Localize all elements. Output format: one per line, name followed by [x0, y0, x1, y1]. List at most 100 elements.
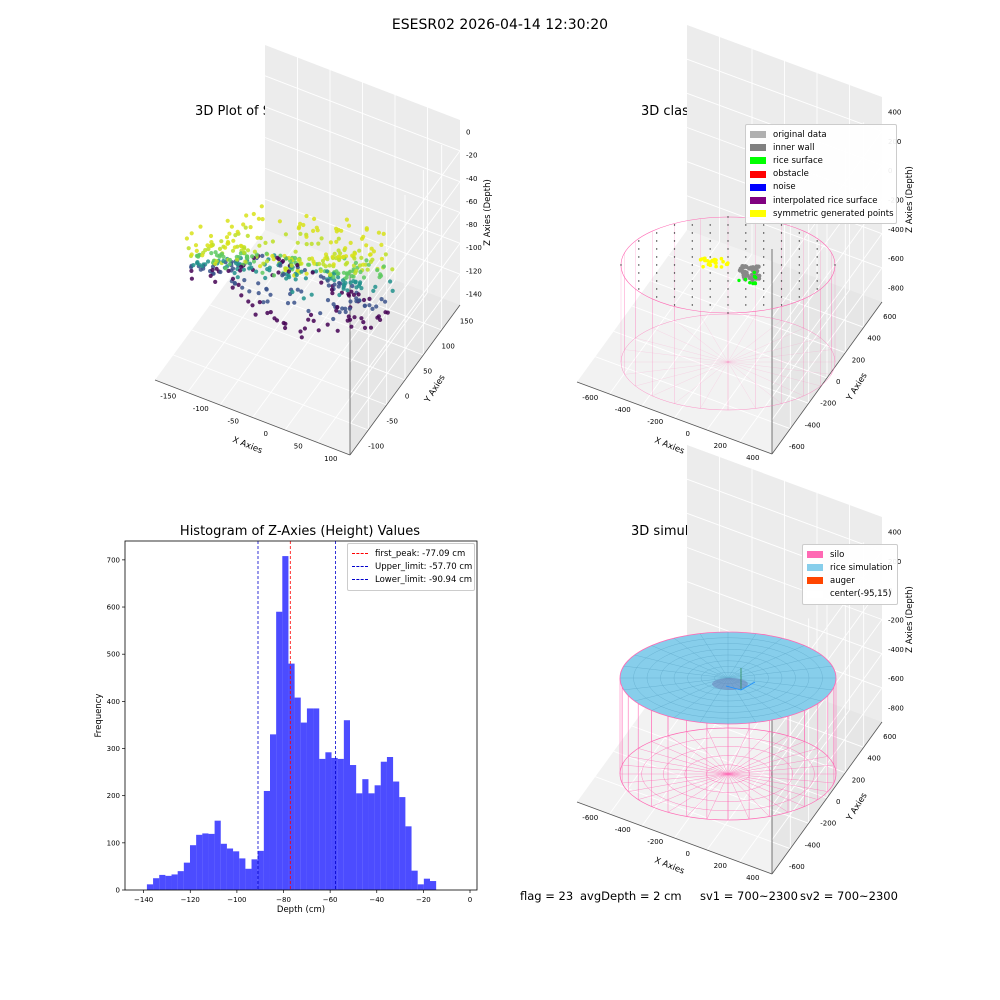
grid-point: [709, 248, 711, 250]
histogram-bar: [374, 785, 381, 890]
rice-mesh-spoke: [727, 665, 833, 679]
grid-point: [745, 296, 747, 298]
silo-floor-spoke: [727, 773, 750, 820]
y-tick-label: -100: [368, 443, 384, 451]
symmetric-point: [705, 259, 710, 263]
raw-point: [224, 235, 230, 240]
silo-floor-spoke: [638, 748, 729, 775]
raw-point: [227, 231, 232, 236]
silo-floor-spoke: [622, 764, 729, 775]
histogram-bar: [282, 556, 289, 890]
raw-point: [239, 264, 244, 269]
raw-point: [298, 231, 303, 236]
raw-point: [325, 278, 330, 283]
x-tick-label: -100: [193, 405, 209, 413]
raw-point: [242, 245, 247, 250]
raw-point: [306, 262, 311, 267]
symmetric-point: [700, 257, 704, 261]
raw-point: [314, 269, 319, 274]
grid-point: [709, 272, 711, 274]
y-tick-label: 0: [836, 798, 840, 806]
grid-point: [780, 288, 783, 290]
grid-point: [691, 224, 693, 226]
raw-point: [351, 274, 356, 279]
raw-point: [208, 273, 213, 278]
y-tick-label: 200: [852, 356, 865, 364]
histogram-bar: [337, 758, 344, 890]
raw-point: [230, 276, 236, 281]
raw-point: [337, 310, 342, 315]
raw-point: [232, 245, 237, 250]
y-tick-label: -600: [789, 863, 805, 871]
raw-point: [340, 278, 346, 283]
raw-point: [213, 250, 218, 255]
raw-point: [206, 259, 211, 264]
symmetric-point: [708, 263, 713, 268]
raw-point: [364, 226, 369, 231]
z-tick-label: -600: [888, 255, 904, 263]
raw-point: [289, 263, 294, 268]
raw-point: [299, 269, 304, 274]
z-tick-label: 0: [466, 129, 470, 137]
silo-floor-spoke: [727, 728, 750, 775]
grid-point: [691, 304, 693, 306]
raw-point: [361, 275, 367, 280]
x-tick-label: -400: [615, 406, 631, 414]
grid-point: [816, 248, 818, 250]
z-tick-label: -600: [888, 675, 904, 683]
symmetric-point: [721, 259, 725, 264]
grid-point: [691, 264, 693, 266]
silo-floor-spoke: [727, 320, 782, 363]
raw-point: [281, 320, 286, 326]
raw-point: [286, 269, 291, 274]
raw-point: [341, 270, 346, 275]
grid-point: [745, 232, 747, 234]
rice-mesh-spoke: [623, 665, 729, 679]
y-axis-label: Y Axies: [844, 791, 870, 824]
histogram-frame: [124, 540, 478, 891]
y-tick-label: 600: [107, 604, 120, 612]
raw-point: [376, 230, 381, 235]
grid-point: [691, 272, 693, 274]
z-tick-label: -80: [466, 221, 477, 229]
y-axis-label: Y Axies: [422, 373, 448, 406]
x-tick-label: −20: [416, 896, 431, 904]
histogram-bar: [208, 833, 215, 890]
grid-point: [673, 264, 676, 266]
legend-obstacle: obstacle: [750, 168, 892, 181]
raw-point: [357, 248, 362, 253]
grid-point: [798, 240, 800, 242]
raw-point: [247, 289, 252, 294]
raw-point: [290, 289, 295, 295]
raw-point: [301, 296, 306, 301]
raw-point: [335, 305, 340, 310]
y-tick-label: 100: [107, 839, 120, 847]
raw-point: [203, 248, 208, 253]
z-axis-label: Z Axies (Depth): [905, 586, 915, 653]
raw-point: [239, 293, 244, 298]
inner-wall-point: [748, 265, 754, 270]
raw-point: [336, 254, 341, 259]
y-tick-label: -200: [820, 400, 836, 408]
y-tick-label: 200: [107, 792, 120, 800]
raw-point: [258, 264, 263, 269]
histogram-bar: [251, 859, 258, 890]
raw-point: [328, 240, 333, 245]
grid-point: [727, 280, 729, 282]
y-tick-label: 0: [116, 887, 120, 895]
raw-point: [336, 236, 341, 241]
classify-legend: original data inner wall rice surface ob…: [745, 124, 897, 225]
grid-point: [673, 224, 676, 226]
silo-floor-spoke: [706, 728, 729, 775]
raw-point: [316, 328, 321, 333]
raw-point: [362, 325, 368, 330]
raw-point: [307, 256, 312, 262]
silo-floor-spoke: [674, 320, 729, 363]
raw-point: [331, 316, 336, 322]
raw-point: [302, 268, 307, 273]
grid-point: [638, 240, 640, 242]
legend-swatch: [807, 551, 823, 559]
raw-point: [232, 270, 237, 276]
raw-point: [261, 300, 266, 305]
raw-point: [250, 254, 255, 259]
